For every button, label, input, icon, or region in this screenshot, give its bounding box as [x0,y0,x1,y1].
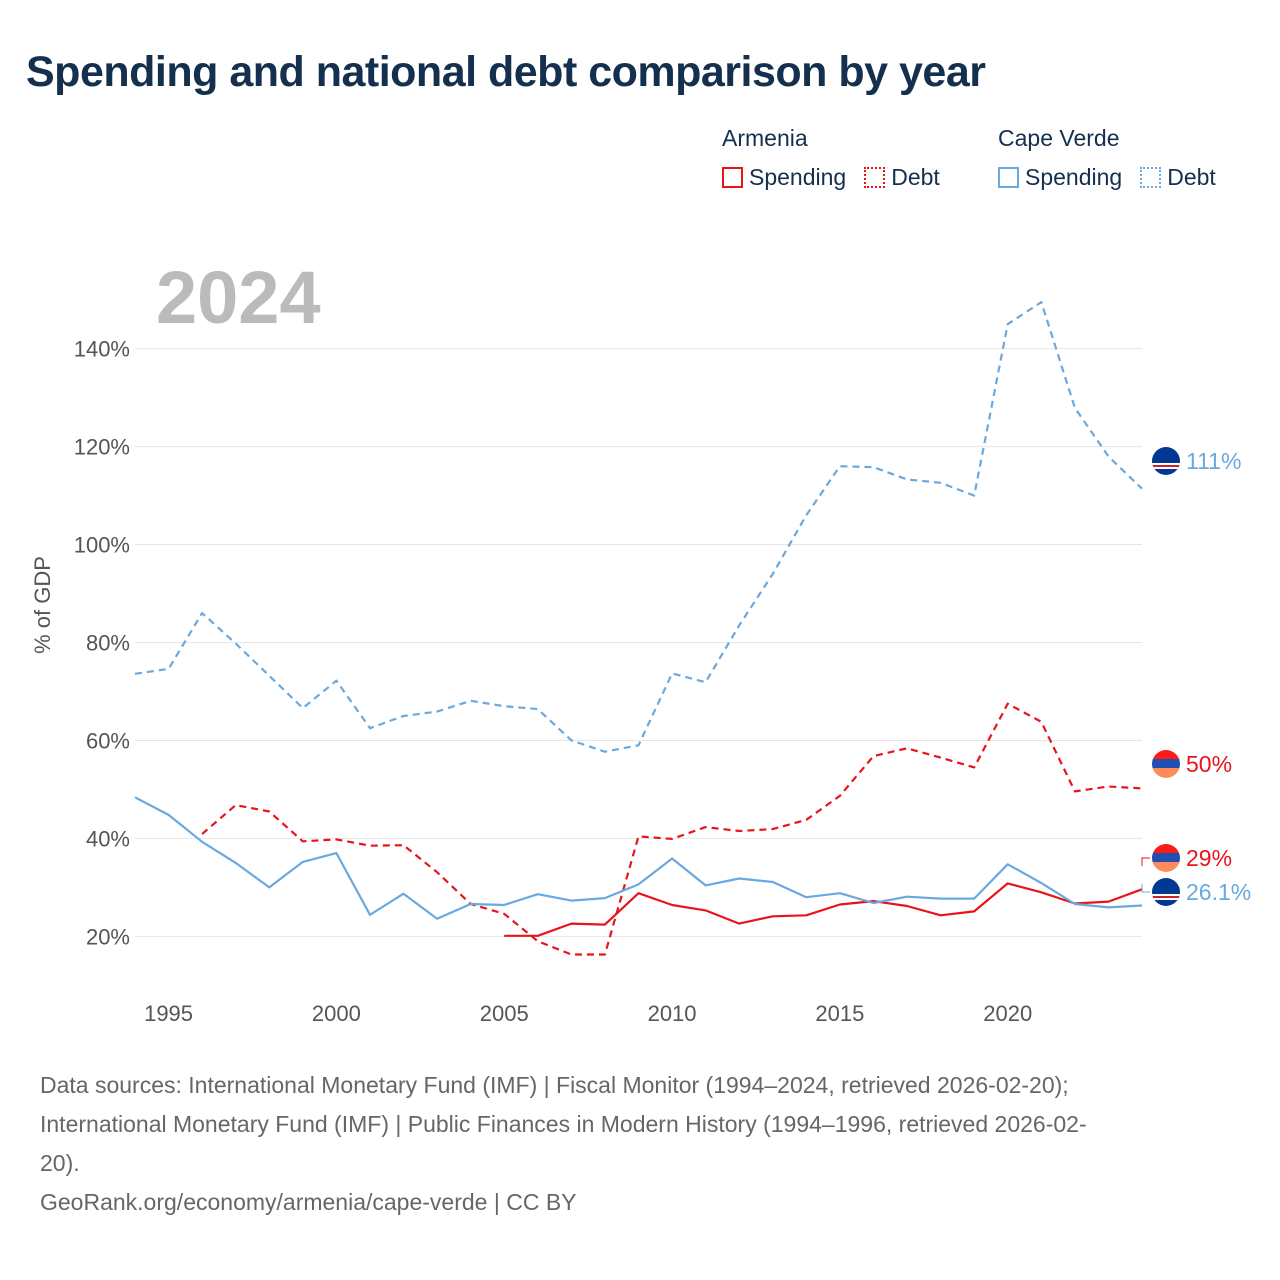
legend-label-cape-verde-debt: Debt [1167,164,1216,190]
sources-block: Data sources: International Monetary Fun… [40,1066,1240,1222]
swatch-cape-verde-spending [998,167,1019,188]
x-tick-label: 2010 [648,1001,697,1026]
end-label-armenia-debt: 50% [1186,751,1232,777]
end-label-cape-verde-debt: 111% [1186,448,1241,474]
x-tick-label: 2005 [480,1001,529,1026]
end-label-cape-verde-spending: 26.1% [1186,879,1251,905]
series-line-cape-verde-debt [134,301,1143,753]
y-tick-label: 80% [86,631,130,656]
swatch-cape-verde-debt [1140,167,1162,188]
x-tick-label: 1995 [144,1001,193,1026]
cape-verde-flag-icon [1152,878,1180,906]
legend-armenia: Armenia Spending Debt [722,125,958,191]
legend-label-armenia-spending: Spending [749,164,847,190]
y-axis-title: % of GDP [30,556,55,654]
legend-item-armenia-spending[interactable]: Spending [722,164,846,191]
legend-country-armenia: Armenia [722,125,808,151]
y-tick-label: 60% [86,728,130,753]
series-line-cape-verde-spending [134,796,1143,920]
armenia-flag-icon [1152,750,1180,778]
y-tick-label: 40% [86,826,130,851]
line-chart: 20% 40% 60% 80% 100% 120% 140% 1995 2000 2005 2010… [30,256,1251,1026]
sources-link[interactable]: GeoRank.org/economy/armenia/cape-verde |… [40,1189,577,1215]
x-tick-label: 2015 [815,1001,864,1026]
y-tick-label: 140% [74,337,130,362]
armenia-flag-icon [1152,844,1180,872]
legend-label-cape-verde-spending: Spending [1025,164,1123,190]
y-tick-label: 20% [86,924,130,949]
sources-line-3: 20). [40,1150,80,1176]
legend-label-armenia-debt: Debt [891,164,940,190]
connector-cape-verde-spending [1141,884,1150,893]
x-tick-label: 2020 [983,1001,1032,1026]
y-tick-label: 120% [74,435,130,460]
swatch-armenia-spending [722,167,743,188]
y-tick-label: 100% [74,533,130,558]
x-tick-label: 2000 [312,1001,361,1026]
sources-line-2: International Monetary Fund (IMF) | Publ… [40,1111,1087,1137]
series-line-armenia-debt [201,702,1143,956]
cape-verde-flag-icon [1152,447,1180,475]
swatch-armenia-debt [864,167,886,188]
legend-item-cape-verde-spending[interactable]: Spending [998,164,1122,191]
end-label-armenia-spending: 29% [1186,845,1232,871]
legend-item-cape-verde-debt[interactable]: Debt [1140,164,1216,191]
legend-cape-verde: Cape Verde Spending Debt [998,125,1216,191]
series-line-armenia-spending [504,882,1143,937]
page-title: Spending and national debt comparison by… [26,48,986,96]
year-watermark: 2024 [156,256,321,339]
sources-line-1: Data sources: International Monetary Fun… [40,1072,1069,1098]
legend-item-armenia-debt[interactable]: Debt [864,164,940,191]
connector-armenia-spending [1141,857,1150,866]
legend-country-cape-verde: Cape Verde [998,125,1120,151]
